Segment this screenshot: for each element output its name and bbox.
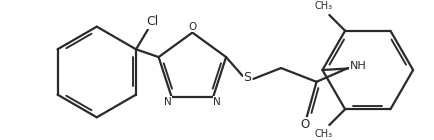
Text: Cl: Cl (147, 15, 159, 28)
Text: CH₃: CH₃ (314, 1, 332, 11)
Text: NH: NH (350, 61, 367, 71)
Text: O: O (188, 22, 197, 32)
Text: CH₃: CH₃ (314, 129, 332, 139)
Text: O: O (300, 118, 309, 131)
Text: S: S (243, 71, 252, 84)
Text: N: N (213, 97, 221, 107)
Polygon shape (159, 33, 226, 97)
Text: N: N (164, 97, 171, 107)
